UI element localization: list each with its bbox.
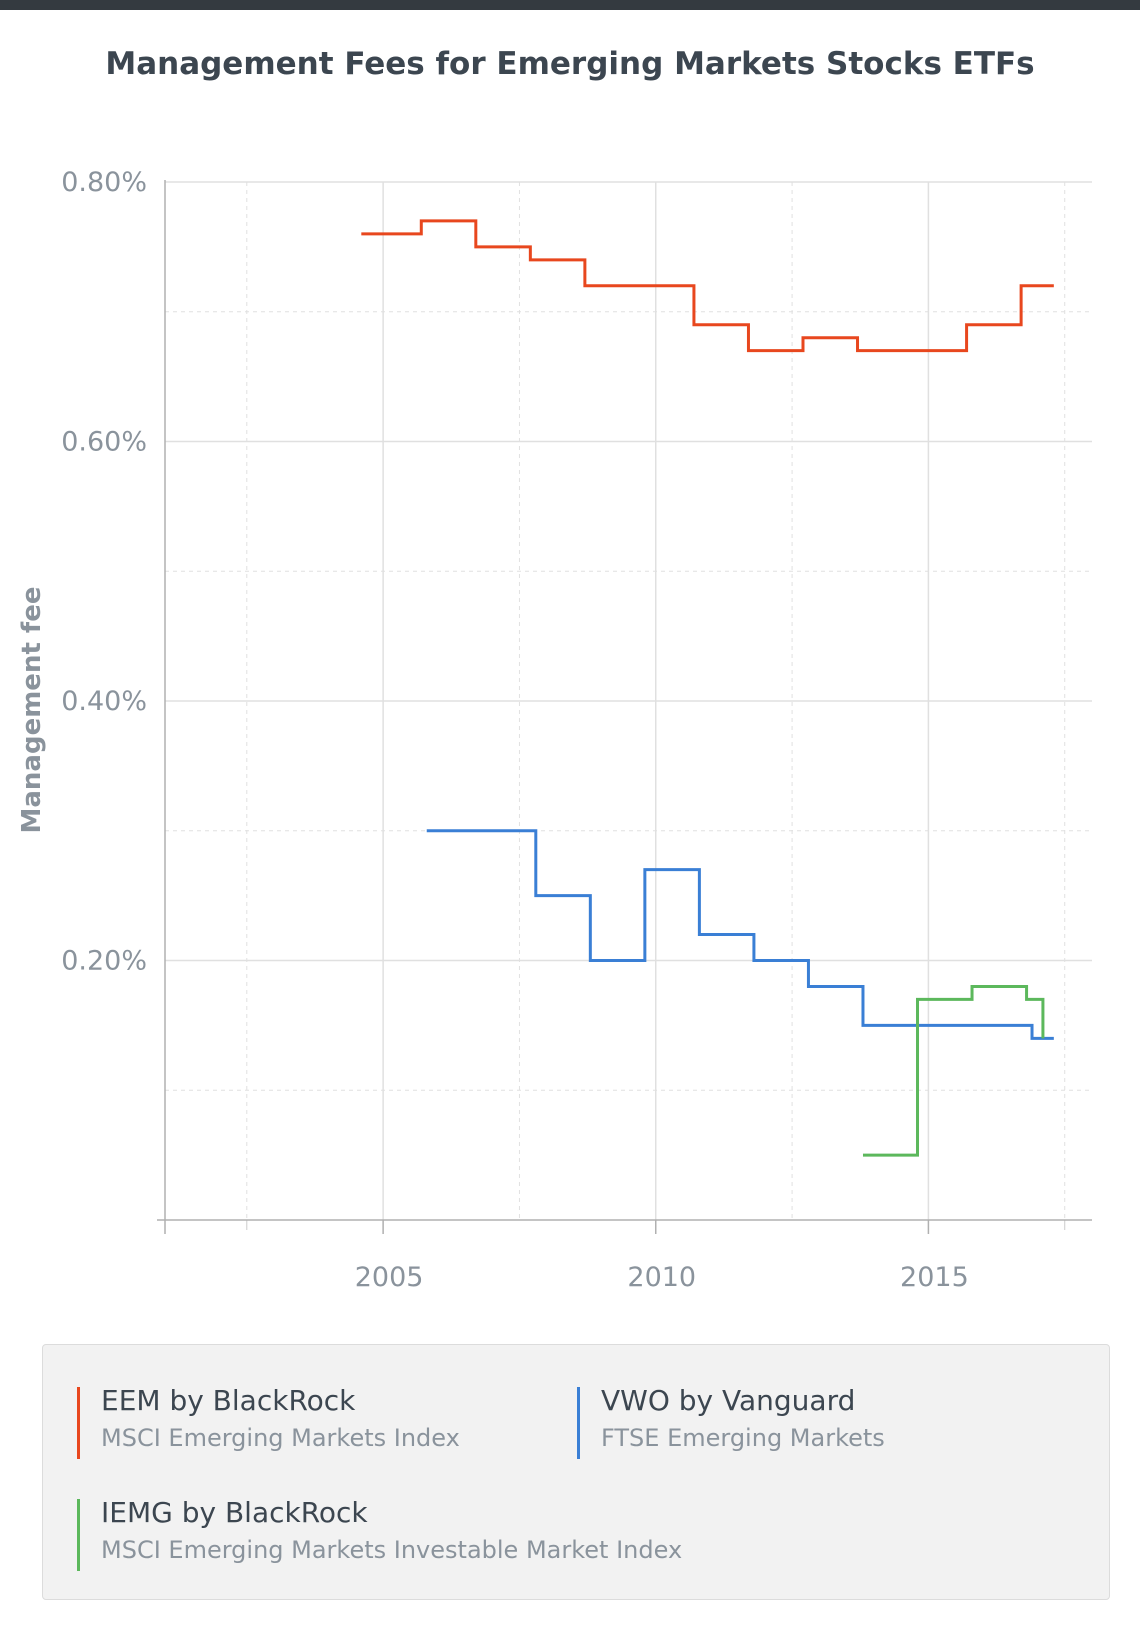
legend-subtitle: FTSE Emerging Markets [601, 1419, 885, 1457]
x-tick-label: 2005 [355, 1262, 424, 1293]
legend-name: VWO by Vanguard [601, 1383, 885, 1419]
legend-name: EEM by BlackRock [101, 1383, 460, 1419]
series [361, 221, 1054, 1155]
legend-subtitle: MSCI Emerging Markets Index [101, 1419, 460, 1457]
y-tick-label: 0.60% [61, 427, 147, 458]
legend-subtitle: MSCI Emerging Markets Investable Market … [101, 1531, 682, 1569]
fee-chart: 0.20% 0.40% 0.60% 0.80% 2005 2010 2015 Managem… [0, 0, 1140, 1330]
legend-name: IEMG by BlackRock [101, 1495, 682, 1531]
series-line-iemg [863, 986, 1043, 1155]
legend: EEM by BlackRock MSCI Emerging Markets I… [42, 1344, 1110, 1600]
y-axis-label: Management fee [17, 586, 47, 833]
legend-item-iemg[interactable]: IEMG by BlackRock MSCI Emerging Markets … [77, 1495, 682, 1569]
x-tick-label: 2015 [900, 1262, 969, 1293]
y-tick-label: 0.40% [61, 686, 147, 717]
y-tick-label: 0.20% [61, 946, 147, 977]
legend-item-vwo[interactable]: VWO by Vanguard FTSE Emerging Markets [577, 1383, 885, 1457]
legend-swatch-vwo [577, 1387, 580, 1459]
series-line-vwo [427, 831, 1054, 1039]
x-tick-label: 2010 [627, 1262, 696, 1293]
legend-swatch-eem [77, 1387, 80, 1459]
series-line-eem [361, 221, 1054, 351]
legend-item-eem[interactable]: EEM by BlackRock MSCI Emerging Markets I… [77, 1383, 460, 1457]
y-tick-label: 0.80% [61, 167, 147, 198]
grid [165, 182, 1092, 1220]
axes: 0.20% 0.40% 0.60% 0.80% 2005 2010 2015 [61, 167, 1092, 1293]
legend-swatch-iemg [77, 1499, 80, 1571]
